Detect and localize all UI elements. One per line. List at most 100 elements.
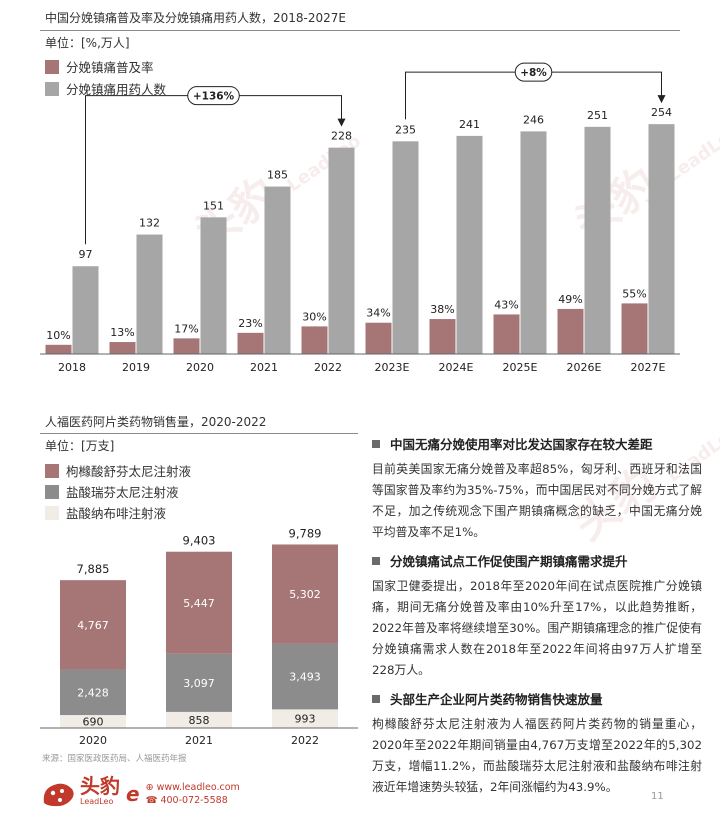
segment-label: 993 [295, 713, 316, 726]
globe-icon: ⊕ [145, 782, 157, 793]
bar-penetration-rate [173, 338, 200, 354]
legend-swatch [45, 505, 59, 520]
data-label: 23% [238, 317, 262, 330]
data-label: 241 [459, 118, 480, 131]
data-label: 235 [395, 123, 416, 136]
arrow-head-icon [337, 118, 346, 127]
arrow-head-icon [657, 95, 666, 104]
legend-swatch [45, 463, 59, 478]
stacked-bar-segment [272, 709, 338, 728]
bar-penetration-rate [45, 344, 72, 354]
legend-label: 分娩镇痛普及率 [66, 60, 154, 75]
chart1-unit: 单位：[%,万人] [45, 36, 130, 50]
section-text: 枸橼酸舒芬太尼注射液为人福医药阿片类药物的销量重心，2020年至2022年期间销… [372, 717, 702, 794]
logo-cn: 头豹 [80, 774, 120, 798]
data-label: 251 [587, 109, 608, 122]
total-label: 9,789 [289, 526, 322, 540]
data-label: 49% [558, 293, 582, 306]
data-label: 34% [366, 307, 390, 320]
chart2-unit: 单位：[万支] [45, 439, 115, 453]
x-tick-label: 2022 [314, 361, 342, 374]
segment-label: 690 [83, 716, 104, 729]
stacked-bar-segment [60, 715, 126, 728]
section-heading: 中国无痛分娩使用率对比发达国家存在较大差距 [372, 434, 702, 453]
x-tick-label: 2020 [79, 734, 107, 747]
data-label: 30% [302, 310, 326, 323]
bar-patient-count [392, 141, 419, 354]
bar-penetration-rate [365, 322, 392, 354]
legend-label: 盐酸瑞芬太尼注射液 [66, 485, 179, 500]
e-mark: e [126, 782, 140, 806]
legend-swatch [45, 59, 59, 74]
bar-penetration-rate [301, 326, 328, 354]
data-label: 132 [139, 217, 160, 230]
x-tick-label: 2019 [122, 361, 150, 374]
bullet-square-icon [372, 694, 380, 703]
segment-label: 858 [189, 714, 210, 727]
bullet-square-icon [372, 556, 380, 565]
bar-patient-count [456, 135, 483, 354]
bar-patient-count [200, 217, 227, 354]
logo-en: LeadLeo [80, 797, 114, 806]
legend-item: 盐酸瑞芬太尼注射液 [45, 482, 179, 501]
total-label: 7,885 [77, 562, 110, 576]
data-label: 246 [523, 113, 544, 126]
bar-patient-count [584, 126, 611, 354]
data-label: 151 [203, 199, 224, 212]
section-text: 目前英美国家无痛分娩普及率超85%，匈牙利、西班牙和法国等国家普及率约为35%-… [372, 462, 702, 539]
legend-label: 盐酸纳布啡注射液 [66, 506, 167, 521]
legend-item: 枸橼酸舒芬太尼注射液 [45, 461, 191, 480]
data-label: 55% [622, 287, 646, 300]
bar-patient-count [648, 124, 675, 354]
legend-label: 分娩镇痛用药人数 [66, 82, 167, 97]
x-tick-label: 2026E [567, 361, 602, 374]
x-tick-label: 2027E [631, 361, 666, 374]
bar-penetration-rate [237, 332, 264, 354]
data-label: 185 [267, 169, 288, 182]
title-rule [40, 30, 680, 31]
x-tick-label: 2023E [375, 361, 410, 374]
segment-label: 3,493 [289, 671, 321, 684]
bar-penetration-rate [429, 319, 456, 354]
data-label: 17% [174, 322, 198, 335]
data-label: 254 [651, 106, 672, 119]
x-tick-label: 2025E [503, 361, 538, 374]
x-tick-label: 2021 [250, 361, 278, 374]
data-label: 38% [430, 303, 454, 316]
x-tick-label: 2020 [186, 361, 214, 374]
section-text: 国家卫健委提出，2018年至2020年间在试点医院推广分娩镇痛，期间无痛分娩普及… [372, 579, 702, 677]
growth-label: +8% [520, 67, 547, 79]
segment-label: 3,097 [183, 677, 215, 690]
data-label: 10% [46, 329, 70, 342]
section-heading: 分娩镇痛试点工作促使围产期镇痛需求提升 [372, 551, 702, 570]
segment-label: 5,447 [183, 597, 215, 610]
analysis-column: 中国无痛分娩使用率对比发达国家存在较大差距 目前英美国家无痛分娩普及率超85%，… [372, 434, 702, 798]
footer-website[interactable]: ⊕ www.leadleo.com [145, 782, 240, 793]
x-tick-label: 2021 [185, 734, 213, 747]
data-label: 43% [494, 298, 518, 311]
bar-penetration-rate [621, 303, 648, 354]
chart1-plot: 10% 97 2018 13% 132 2019 17% 151 2020 23% 185 2021 3… [40, 62, 680, 374]
bar-patient-count [328, 147, 355, 354]
total-label: 9,403 [183, 534, 216, 548]
stacked-bar-segment [272, 544, 338, 644]
stacked-bar-segment [166, 551, 232, 654]
footer-phone: ☎ 400-072-5588 [145, 795, 228, 806]
stacked-bar-segment [60, 669, 126, 716]
bar-penetration-rate [557, 308, 584, 354]
legend-label: 枸橼酸舒芬太尼注射液 [66, 464, 192, 479]
data-label: 13% [110, 326, 134, 339]
segment-label: 4,767 [77, 619, 109, 632]
segment-label: 5,302 [289, 588, 321, 601]
data-label: 97 [79, 248, 93, 261]
x-tick-label: 2024E [439, 361, 474, 374]
legend-swatch [45, 484, 59, 499]
growth-badge [187, 86, 240, 106]
bar-patient-count [136, 234, 163, 354]
segment-label: 2,428 [77, 686, 109, 699]
section-heading: 头部生产企业阿片类药物销售快速放量 [372, 689, 702, 708]
title-rule [40, 433, 358, 434]
x-tick-label: 2018 [58, 361, 86, 374]
stacked-bar-segment [166, 653, 232, 712]
data-label: 228 [331, 130, 352, 143]
